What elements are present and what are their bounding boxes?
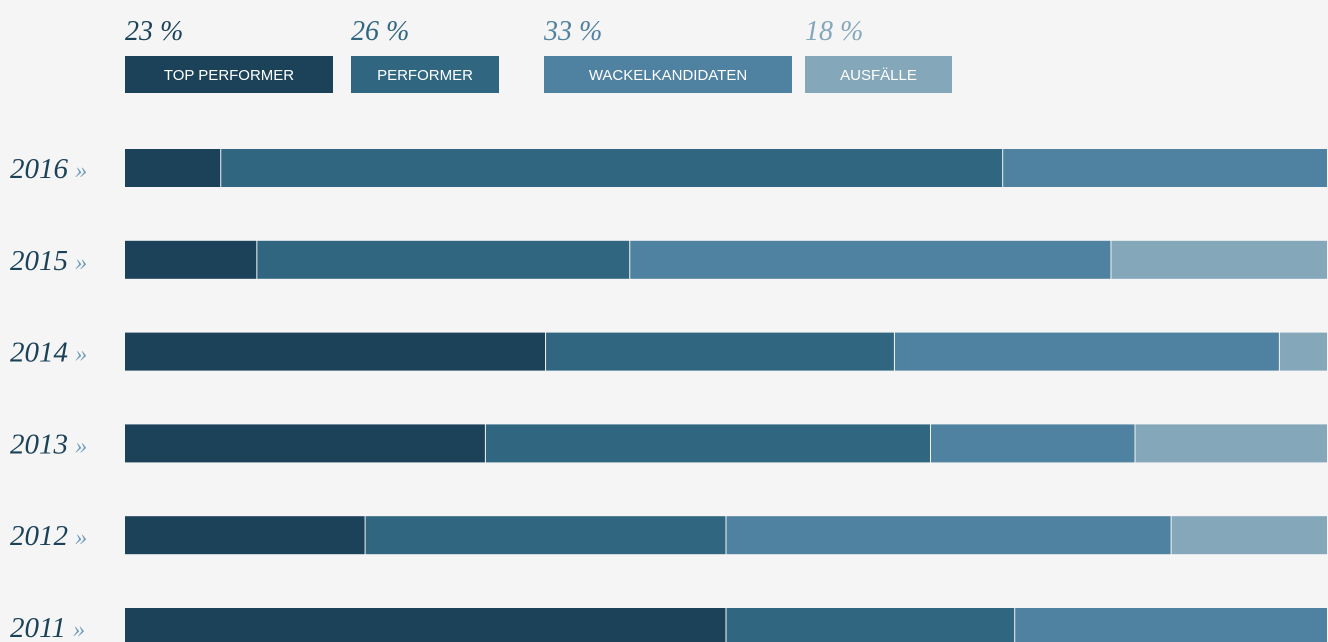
legend-label: AUSFÄLLE [840,67,917,84]
year-suffix: » [75,525,87,551]
bar-segment [894,332,1279,371]
year: 2016 [10,153,69,185]
bar-segment [1003,149,1327,187]
legend-share: 33 % [543,16,602,47]
y-tick-label: 2015 » [10,245,87,277]
bar-segment [125,240,257,279]
legend-share: 23 % [125,16,183,47]
year-suffix: » [75,342,87,368]
legend-label: WACKELKANDIDATEN [589,67,747,84]
year-suffix: » [75,433,87,459]
legend-swatch [544,56,792,93]
y-tick-label: 2013 » [10,428,87,460]
legend-label: PERFORMER [377,67,473,84]
year-suffix: » [75,158,87,184]
legend-label: TOP PERFORMER [164,67,294,84]
bar-segment [726,608,1015,642]
bar-segment [125,424,485,463]
year: 2013 [10,428,68,460]
year: 2012 [10,520,68,552]
bar-segment [125,149,221,187]
bar-segment [1279,332,1327,371]
bar-segment [485,424,931,463]
bar-segment [221,149,1003,187]
year: 2011 [10,612,66,642]
bar-segment [1171,516,1327,555]
y-tick-label: 2012 » [10,520,87,552]
y-tick-label: 2011 » [10,612,85,642]
year-suffix: » [73,617,85,642]
bar-segment [630,240,1111,279]
year: 2015 [10,245,68,277]
bar-segment [257,240,630,279]
bar-segment [1135,424,1327,463]
bar-segment [1111,240,1327,279]
bar-segment [546,332,894,371]
legend-swatch [351,56,499,93]
bar-segment [125,332,546,371]
legend-share: 18 % [805,16,863,47]
bar-segment [726,516,1171,555]
y-tick-label: 2016 » [10,153,87,185]
year: 2014 [10,337,68,369]
legend-swatch [805,56,952,93]
year-suffix: » [75,250,87,276]
y-tick-label: 2014 » [10,337,87,369]
bar-segment [1015,608,1327,642]
bar-segment [931,424,1135,463]
legend-swatch [125,56,333,93]
legend-share: 26 % [351,16,409,47]
bar-segment [125,608,726,642]
bar-segment [125,516,365,555]
bar-segment [365,516,726,555]
